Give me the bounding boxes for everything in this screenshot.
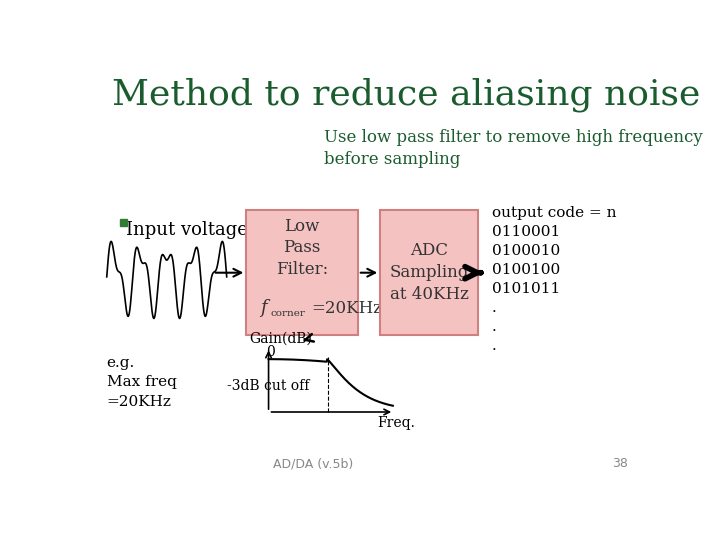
Text: Freq.: Freq. bbox=[377, 416, 415, 430]
Text: Use low pass filter to remove high frequency
before sampling: Use low pass filter to remove high frequ… bbox=[324, 129, 703, 168]
Text: Input voltage = V: Input voltage = V bbox=[126, 221, 288, 239]
Text: f: f bbox=[260, 299, 267, 317]
Bar bbox=[120, 219, 127, 226]
Text: 38: 38 bbox=[612, 457, 628, 470]
Text: 0: 0 bbox=[266, 345, 275, 359]
Text: output code = n
0110001
0100010
0100100
0101011
.
.
.: output code = n 0110001 0100010 0100100 … bbox=[492, 206, 616, 353]
Text: corner: corner bbox=[270, 308, 305, 318]
Text: ADC
Sampling
at 40KHz: ADC Sampling at 40KHz bbox=[390, 242, 469, 303]
Text: Low
Pass
Filter:: Low Pass Filter: bbox=[276, 218, 328, 278]
Text: -3dB cut off: -3dB cut off bbox=[227, 379, 309, 393]
Bar bbox=[246, 211, 358, 335]
Text: =20KHz: =20KHz bbox=[312, 300, 382, 316]
Bar bbox=[380, 211, 478, 335]
Text: AD/DA (v.5b): AD/DA (v.5b) bbox=[273, 457, 354, 470]
Text: e.g.
Max freq
=20KHz: e.g. Max freq =20KHz bbox=[107, 356, 176, 409]
Text: Method to reduce aliasing noise: Method to reduce aliasing noise bbox=[112, 77, 701, 112]
Text: Gain(dB): Gain(dB) bbox=[249, 332, 312, 346]
